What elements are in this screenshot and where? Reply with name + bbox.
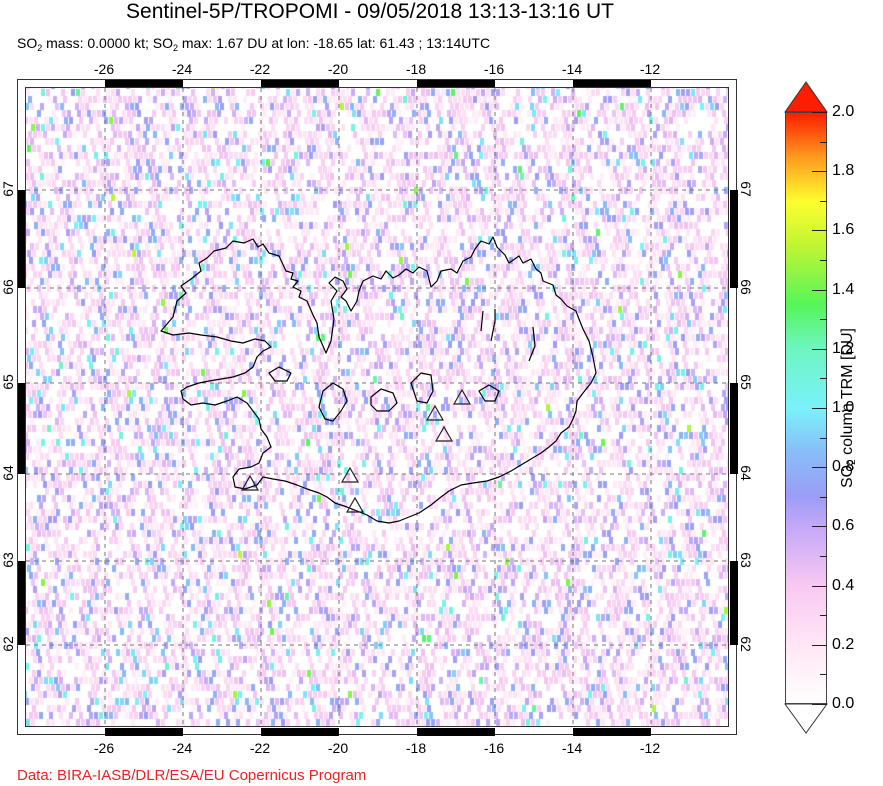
graticule (26, 88, 728, 726)
axis-tick-label: -22 (249, 740, 271, 756)
axis-tick-label: -14 (561, 740, 583, 756)
colorbar-minor-tick (820, 141, 827, 143)
colorbar-tick-label: 1.4 (832, 280, 855, 298)
axis-tick-label: -14 (561, 61, 583, 77)
frame-band (417, 728, 495, 736)
volcano-marker-icon (240, 474, 260, 491)
data-credit: Data: BIRA-IASB/DLR/ESA/EU Copernicus Pr… (17, 767, 367, 784)
colorbar-minor-tick (820, 615, 827, 617)
axis-tick-label: -16 (483, 740, 505, 756)
so2-pixel-layer (26, 88, 728, 726)
volcano-marker-icon (434, 425, 454, 442)
colorbar-tick-label: 1.8 (832, 162, 855, 180)
colorbar-tick (812, 171, 827, 173)
colorbar-minor-tick (820, 556, 827, 557)
iceland-coastline (160, 236, 597, 524)
axis-tick-label: -26 (93, 740, 115, 756)
colorbar-tick (812, 467, 827, 469)
colorbar-tick (812, 526, 827, 528)
axis-tick-label: -26 (93, 61, 115, 77)
frame-band (417, 80, 495, 88)
colorbar-tick (812, 230, 827, 232)
frame-band (730, 383, 738, 474)
colorbar-minor-tick (820, 437, 827, 439)
axis-tick-label: -18 (405, 740, 427, 756)
axis-tick-label: 63 (0, 552, 16, 568)
colorbar-over-triangle (784, 81, 828, 113)
map-plot-area (25, 87, 729, 727)
volcano-marker-icon (340, 466, 360, 483)
colorbar-tick-label: 0.2 (832, 635, 855, 653)
axis-tick-label: 67 (0, 181, 16, 197)
map-overlay (26, 88, 728, 726)
axis-tick-label: -20 (327, 740, 349, 756)
axis-tick-label: -12 (639, 740, 661, 756)
colorbar-minor-tick (820, 200, 827, 202)
axis-tick-label: 65 (738, 374, 754, 390)
colorbar-tick (812, 408, 827, 409)
colorbar-tick-label: 0.6 (832, 517, 855, 535)
volcano-marker-icon (345, 496, 365, 513)
axis-tick-label: 63 (738, 552, 754, 568)
axis-tick-label: -24 (171, 740, 193, 756)
colorbar-tick (812, 348, 827, 350)
colorbar-tick-label: 2.0 (832, 103, 855, 120)
frame-band (261, 80, 339, 88)
frame-band (730, 190, 738, 288)
colorbar-tick-label: 0.0 (832, 695, 855, 712)
colorbar-tick (812, 112, 827, 113)
axis-tick-label: 65 (0, 374, 16, 390)
axis-tick-label: 67 (738, 181, 754, 197)
frame-band (261, 728, 339, 736)
frame-band (105, 728, 183, 736)
colorbar-tick (812, 585, 827, 587)
axis-tick-label: -22 (249, 61, 271, 77)
colorbar-title: SO2 column TRM [DU] (839, 328, 858, 488)
colorbar-minor-tick (820, 496, 827, 498)
axis-tick-label: 62 (738, 636, 754, 652)
axis-tick-label: -16 (483, 61, 505, 77)
axis-tick-label: 66 (738, 279, 754, 295)
volcano-marker-icon (425, 404, 445, 421)
frame-band (730, 561, 738, 645)
colorbar-minor-tick (820, 319, 827, 321)
axis-tick-label: 64 (738, 465, 754, 481)
frame-band (573, 80, 651, 88)
colorbar-minor-tick (820, 674, 827, 676)
colorbar-tick (812, 704, 827, 705)
axis-tick-label: -20 (327, 61, 349, 77)
volcano-markers (240, 388, 472, 513)
axis-tick-label: 66 (0, 279, 16, 295)
frame-band (18, 383, 26, 474)
axis-tick-label: -18 (405, 61, 427, 77)
volcano-marker-icon (452, 388, 472, 405)
colorbar-tick-label: 0.8 (832, 458, 855, 476)
frame-band (18, 561, 26, 645)
colorbar-under-triangle (784, 703, 828, 734)
frame-band (18, 190, 26, 288)
colorbar-minor-tick (820, 378, 827, 380)
colorbar-tick-label: 1.2 (832, 339, 855, 357)
so2-summary: SO2 mass: 0.0000 kt; SO2 max: 1.67 DU at… (17, 35, 491, 53)
axis-tick-label: -24 (171, 61, 193, 77)
colorbar-tick (812, 644, 827, 646)
axis-tick-label: -12 (639, 61, 661, 77)
colorbar-tick (812, 289, 827, 291)
frame-band (105, 80, 183, 88)
colorbar-tick-label: 1.6 (832, 221, 855, 239)
colorbar-tick-label: 0.4 (832, 576, 855, 594)
colorbar-minor-tick (820, 260, 827, 261)
map-title: Sentinel-5P/TROPOMI - 09/05/2018 13:13-1… (126, 0, 614, 23)
frame-band (573, 728, 651, 736)
colorbar-tick-label: 1.0 (832, 399, 855, 416)
axis-tick-label: 62 (0, 636, 16, 652)
axis-tick-label: 64 (0, 465, 16, 481)
